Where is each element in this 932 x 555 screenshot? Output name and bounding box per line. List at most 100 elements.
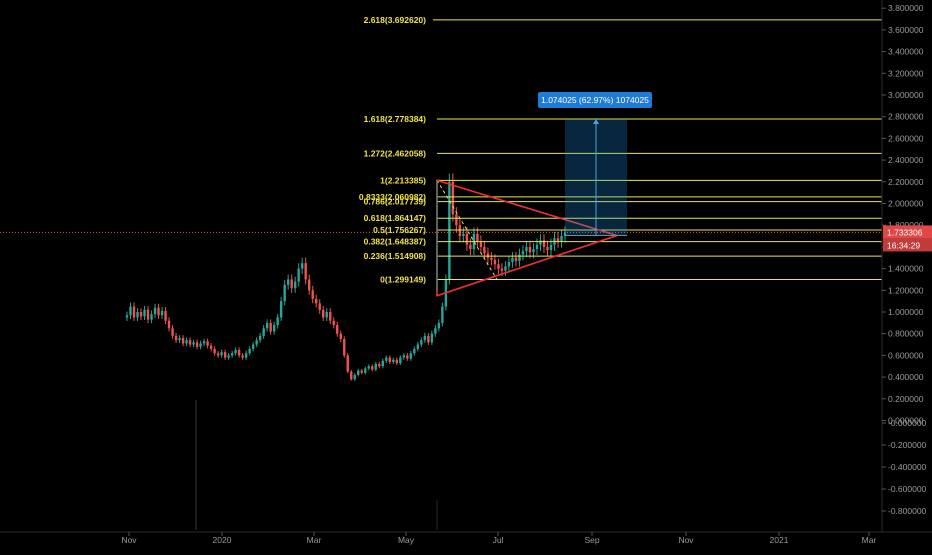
candle-body — [378, 364, 381, 367]
fib-level-label: 0.618(1.864147) — [364, 213, 427, 223]
candle-body — [535, 244, 539, 250]
candle-body — [206, 341, 209, 346]
y-tick-label: 3.800000 — [888, 3, 924, 13]
y-tick-label: 1.200000 — [888, 285, 924, 295]
candle-body — [353, 374, 356, 380]
candle-body — [441, 306, 444, 323]
candle-body — [507, 262, 511, 267]
candle-body — [174, 335, 178, 341]
candle-body — [265, 322, 269, 329]
y-tick-label: 2.000000 — [888, 199, 924, 209]
candle-body — [290, 279, 293, 289]
candle-body — [427, 335, 430, 343]
candle-body — [146, 309, 150, 320]
y-tick-label: -0.800000 — [888, 506, 927, 516]
y-tick-label: 3.200000 — [888, 68, 924, 78]
candle-body — [297, 268, 300, 282]
candle-body — [357, 370, 360, 375]
candle-body — [465, 233, 469, 245]
fib-level-label: 0.236(1.514908) — [364, 251, 427, 261]
candle-body — [360, 370, 363, 373]
candle-body — [448, 181, 451, 280]
candle-body — [339, 333, 342, 340]
current-price-label: 1.733306 — [887, 227, 923, 237]
candle-body — [223, 352, 227, 358]
candle-body — [483, 246, 486, 254]
candle-body — [293, 281, 297, 289]
fib-level-label: 0.382(1.648387) — [364, 237, 427, 247]
candle-body — [350, 371, 353, 380]
y-tick-label: 1.800000 — [888, 220, 924, 230]
candle-body — [511, 257, 514, 263]
x-tick-label: Jul — [493, 535, 504, 545]
candle-body — [202, 341, 206, 344]
y-tick-label: 2.600000 — [888, 133, 924, 143]
candle-body — [458, 225, 462, 237]
candle-body — [139, 312, 143, 317]
y-tick-label: 3.600000 — [888, 25, 924, 35]
x-axis[interactable]: Nov 2020 Mar May Jul Sep Nov 2021 Mar — [0, 531, 932, 545]
candle-body — [213, 348, 216, 354]
candle-body — [276, 317, 279, 326]
candle-body — [546, 246, 549, 251]
triangle-drawing[interactable] — [436, 179, 620, 297]
candle-body — [430, 333, 434, 343]
candle-body — [308, 279, 311, 291]
candle-body — [521, 251, 525, 255]
candle-body — [251, 344, 255, 349]
candle-body — [171, 328, 174, 336]
candle-body — [528, 246, 532, 253]
candle-body — [167, 320, 171, 329]
fib-levels[interactable]: 2.618(3.692620) 1.618(2.778384) 1.272(2.46… — [359, 15, 882, 285]
candle-body — [462, 233, 465, 237]
candle-body — [434, 328, 437, 334]
candle-body — [258, 335, 262, 341]
candle-body — [388, 357, 391, 362]
y-tick-label: 0.800000 — [888, 329, 924, 339]
candle-body — [385, 357, 388, 361]
candle-body — [272, 325, 276, 332]
x-tick-label: May — [398, 535, 415, 545]
candle-body — [160, 310, 164, 316]
candle-body — [423, 335, 427, 341]
measure-label-box — [538, 92, 652, 108]
candle-body — [150, 314, 153, 320]
candle-body — [469, 244, 472, 250]
y-tick-label: 0.200000 — [888, 394, 924, 404]
candle-body — [518, 254, 521, 262]
candle-body — [406, 355, 409, 359]
candle-body — [451, 181, 455, 215]
fib-level-label: 0.8333(2.060982) — [359, 192, 426, 202]
candle-body — [381, 360, 384, 367]
x-tick-label: Sep — [584, 535, 599, 545]
candle-body — [332, 320, 335, 326]
candle-body — [525, 246, 528, 252]
x-tick-label: Nov — [678, 535, 694, 545]
fib-level-label: 1.618(2.778384) — [364, 114, 427, 124]
candle-body — [143, 309, 146, 317]
candle-body — [185, 340, 188, 344]
candle-body — [374, 364, 377, 370]
candle-body — [178, 338, 181, 341]
candle-body — [336, 325, 339, 334]
candle-body — [132, 306, 136, 318]
candle-body — [395, 359, 399, 363]
y-tick-label: -0.200000 — [888, 440, 927, 450]
x-tick-label: 2020 — [213, 535, 232, 545]
candle-body — [497, 264, 500, 269]
y-axis[interactable]: 3.800000 3.600000 3.400000 3.200000 3.000000… — [881, 0, 932, 532]
candle-body — [493, 259, 497, 265]
candle-body — [262, 328, 265, 336]
candle-body — [392, 359, 395, 362]
candle-body — [560, 236, 563, 242]
y-tick-label: -0.000000 — [888, 418, 927, 428]
candle-body — [209, 345, 213, 349]
measure-tool[interactable]: 1.074025 (62.97%) 1074025 — [538, 92, 652, 237]
fib-level-label: 1(2.213385) — [380, 175, 426, 185]
candle-body — [318, 303, 321, 310]
candle-body — [476, 233, 479, 242]
candle-body — [244, 353, 248, 358]
candle-body — [220, 352, 223, 356]
